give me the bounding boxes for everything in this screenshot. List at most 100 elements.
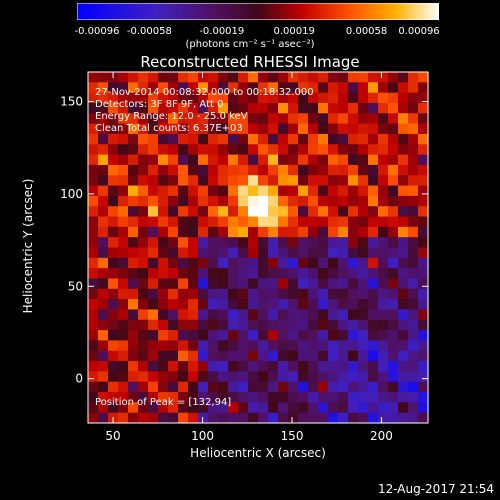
heatmap-cell [118,92,129,104]
heatmap-cell [128,154,139,166]
heatmap-cell [418,319,429,331]
heatmap-cell [328,164,339,176]
heatmap-cell [308,82,319,94]
heatmap-cell [418,350,429,362]
heatmap-cell [288,133,299,145]
heatmap-cell [368,216,379,228]
heatmap-cell [168,392,179,403]
heatmap-cell [378,330,389,342]
heatmap-cell [268,226,279,238]
heatmap-cell [348,330,359,342]
heatmap-cell [218,309,229,321]
heatmap-cell [148,164,159,176]
heatmap-cell [368,299,379,311]
heatmap-cell [238,237,249,249]
heatmap-cell [138,206,149,218]
heatmap-cell [228,144,239,156]
heatmap-cell [248,402,259,414]
heatmap-cell [218,330,229,342]
heatmap-cell [328,288,339,300]
heatmap-cell [158,330,169,342]
heatmap-cell [258,113,269,125]
heatmap-cell [128,92,139,104]
heatmap-cell [418,237,429,249]
heatmap-cell [418,278,429,290]
heatmap-cell [298,268,309,280]
heatmap-cell [118,82,129,94]
heatmap-cell [218,154,229,166]
heatmap-cell [168,330,179,342]
heatmap-cell [278,330,289,342]
heatmap-cell [168,133,179,145]
heatmap-cell [308,185,319,197]
heatmap-cell [238,82,249,94]
heatmap-cell [208,216,219,228]
heatmap-cell [338,185,349,197]
heatmap-cell [328,402,339,414]
heatmap-cell [278,361,289,372]
heatmap-cell [398,350,409,362]
heatmap-cell [238,412,249,424]
x-tick-label: 150 [281,429,304,443]
heatmap-cell [278,195,289,207]
heatmap-cell [198,309,209,321]
heatmap-cell [348,102,359,114]
heatmap-cell [188,206,199,218]
heatmap-cell [138,412,149,424]
heatmap-cell [228,412,239,424]
heatmap-cell [408,402,419,414]
heatmap-cell [268,72,279,83]
heatmap-cell [318,299,329,311]
heatmap-cell [178,309,189,321]
heatmap-cell [188,278,199,290]
heatmap-cell [128,164,139,176]
heatmap-cell [88,144,99,156]
heatmap-cell [178,412,189,424]
heatmap-cell [308,216,319,228]
heatmap-cell [178,350,189,362]
heatmap-cell [288,381,299,393]
y-axis-label: Heliocentric Y (arcsec) [21,178,35,314]
heatmap-cell [198,195,209,207]
heatmap-cell [108,350,119,362]
heatmap-cell [368,237,379,249]
heatmap-cell [308,319,319,331]
heatmap-cell [168,154,179,166]
heatmap-cell [378,82,389,94]
heatmap-cell [398,154,409,166]
heatmap-cell [88,340,99,352]
heatmap-cell [158,278,169,290]
heatmap-cell [108,381,119,393]
heatmap-cell [388,247,399,259]
heatmap-cell [198,82,209,94]
heatmap-cell [348,113,359,125]
heatmap-cell [408,319,419,331]
heatmap-cell [148,175,159,187]
heatmap-cell [88,278,99,290]
heatmap-cell [248,195,259,207]
heatmap-cell [148,92,159,104]
heatmap-cell [98,288,109,300]
heatmap-cell [338,175,349,187]
heatmap-cell [88,216,99,228]
heatmap-cell [168,257,179,269]
heatmap-cell [418,361,429,372]
heatmap-cell [198,330,209,342]
heatmap-cell [128,216,139,228]
heatmap-cell [308,247,319,259]
heatmap-cell [328,247,339,259]
heatmap-cell [238,371,249,383]
heatmap-cell [418,144,429,156]
heatmap-cell [118,350,129,362]
x-tick-label: 100 [191,429,214,443]
heatmap-cell [318,102,329,114]
heatmap-cell [308,268,319,280]
heatmap-cell [328,175,339,187]
heatmap-cell [268,216,279,228]
heatmap-cell [208,237,219,249]
heatmap-cell [118,392,129,403]
heatmap-cell [168,402,179,414]
heatmap-cell [88,72,99,83]
heatmap-cell [118,133,129,145]
